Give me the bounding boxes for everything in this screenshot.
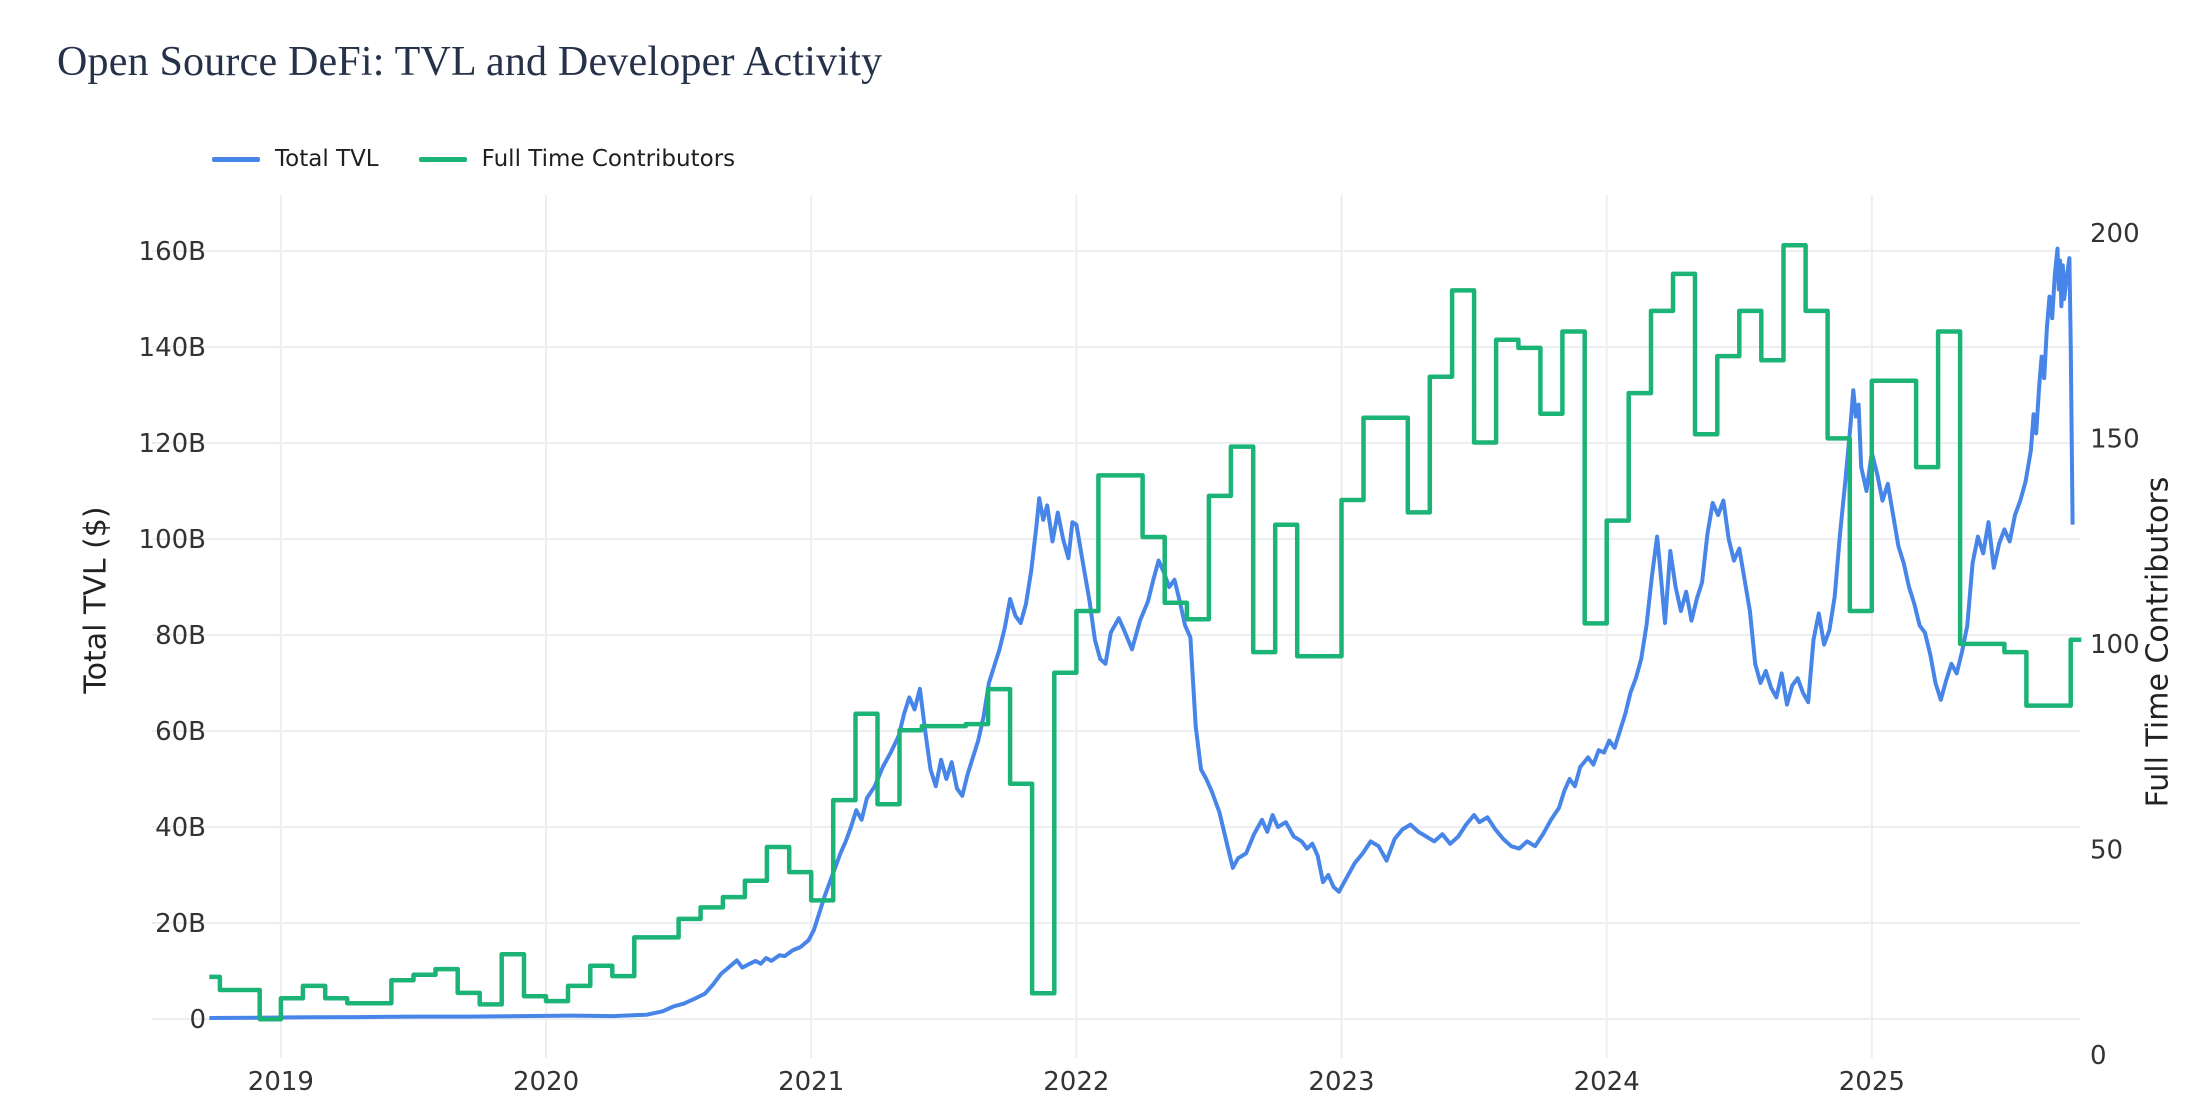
- y-right-tick-label: 100: [2090, 630, 2140, 660]
- x-tick-label: 2021: [778, 1067, 844, 1097]
- legend-item-total-tvl[interactable]: Total TVL: [212, 146, 379, 172]
- x-tick-label: 2019: [248, 1067, 314, 1097]
- y-left-tick-label: 40B: [155, 813, 206, 843]
- tvl-legend-swatch-icon: [212, 156, 260, 162]
- y-right-tick-label: 200: [2090, 219, 2140, 249]
- y-left-tick-label: 160B: [139, 237, 206, 267]
- legend-label-total-tvl: Total TVL: [275, 146, 379, 172]
- y-right-tick-label: 0: [2090, 1041, 2107, 1071]
- y-left-tick-label: 60B: [155, 717, 206, 747]
- y-right-tick-label: 50: [2090, 835, 2123, 865]
- legend: Total TVL Full Time Contributors: [212, 146, 735, 172]
- full-time-contributors-line[interactable]: [209, 242, 2082, 1022]
- x-tick-label: 2022: [1043, 1067, 1109, 1097]
- x-tick-label: 2020: [513, 1067, 579, 1097]
- y-left-tick-label: 80B: [155, 621, 206, 651]
- page-title: Open Source DeFi: TVL and Developer Acti…: [57, 39, 883, 86]
- y-right-tick-label: 150: [2090, 424, 2140, 454]
- total-tvl-line[interactable]: [209, 246, 2075, 1020]
- y-left-tick-label: 100B: [139, 525, 206, 555]
- legend-item-full-time-contributors[interactable]: Full Time Contributors: [418, 146, 736, 172]
- y-left-tick-label: 20B: [155, 909, 206, 939]
- x-tick-label: 2025: [1839, 1067, 1905, 1097]
- x-tick-label: 2024: [1574, 1067, 1640, 1097]
- y-left-tick-label: 0: [189, 1005, 206, 1035]
- contributors-legend-swatch-icon: [418, 156, 467, 162]
- x-tick-label: 2023: [1308, 1067, 1374, 1097]
- legend-label-full-time-contributors: Full Time Contributors: [481, 146, 736, 172]
- y-left-tick-label: 120B: [139, 429, 206, 459]
- y-left-tick-label: 140B: [139, 333, 206, 363]
